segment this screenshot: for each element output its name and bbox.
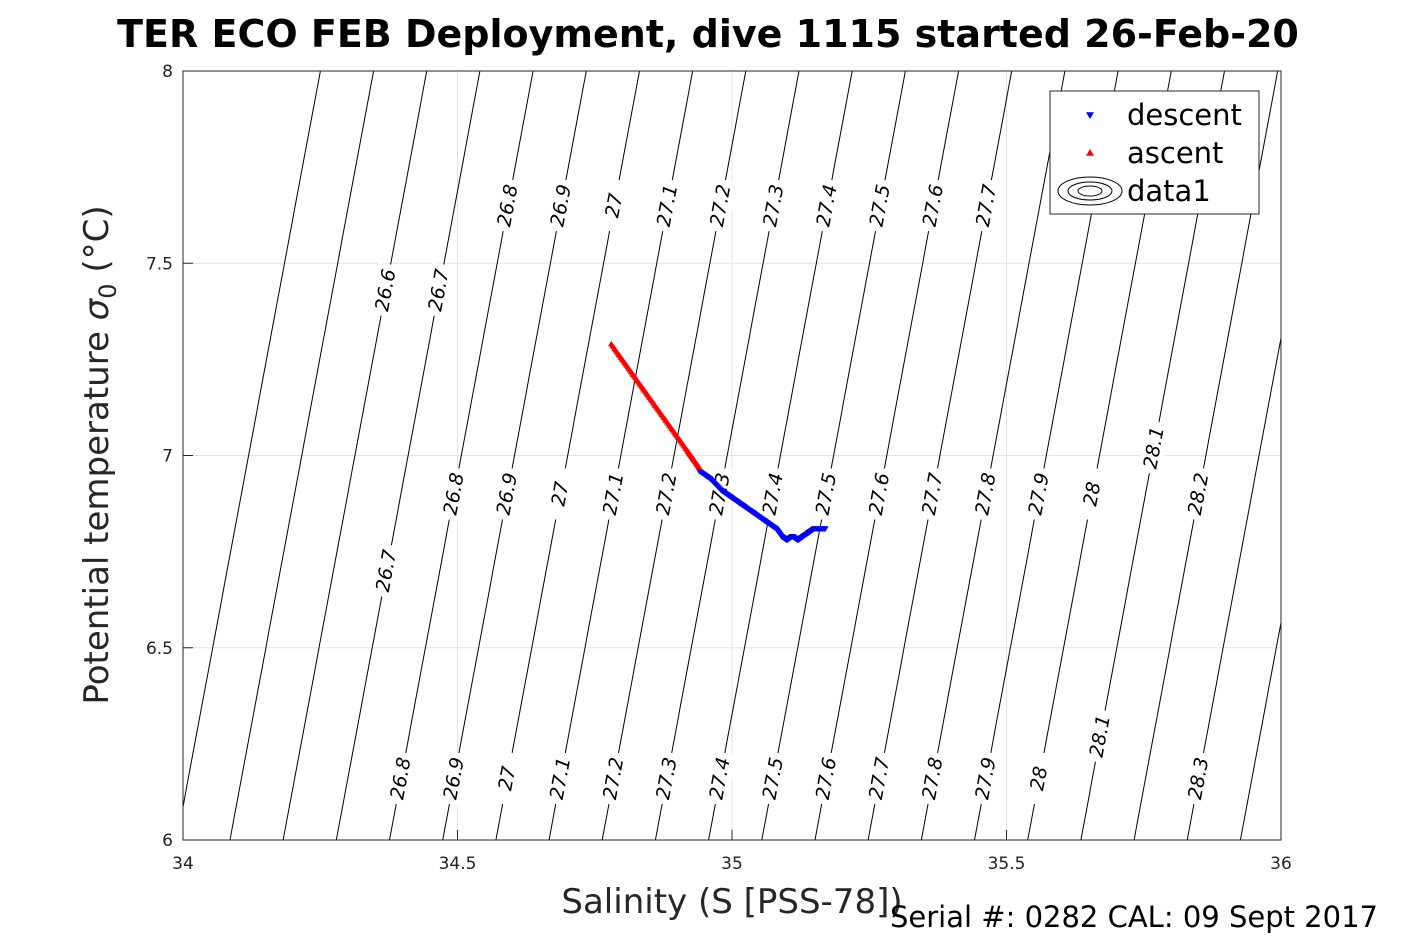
contour-label-gap [543, 466, 578, 522]
contour-label-gap [384, 750, 418, 807]
legend-label-ascent: ascent [1127, 136, 1223, 170]
contour-label-gap [916, 750, 950, 807]
isopycnal-line [920, 71, 1066, 840]
contour-label-gap [370, 543, 404, 599]
series-ascent [608, 340, 703, 470]
contour-label-gap [437, 466, 471, 522]
legend: descent ascent data1 [1049, 90, 1260, 215]
isopycnal-line [1186, 335, 1281, 840]
y-axis-label: Potential temperature σ0 (°C) [77, 205, 122, 704]
contour-label: 27 [547, 480, 573, 508]
isopycnal-line [183, 71, 321, 810]
data-point [695, 463, 703, 470]
isopycnal-line [229, 71, 375, 840]
y-axis-label-sigma: σ [77, 297, 117, 320]
contour-label-gap [1182, 750, 1216, 807]
legend-contour-ring [1057, 176, 1123, 206]
contour-label-gap [1022, 750, 1056, 807]
isopycnal-line [335, 71, 481, 840]
contour-label: 28 [1026, 765, 1052, 793]
x-axis-label: Salinity (S [PSS-78]) [561, 882, 902, 922]
x-axis-ticks: 34 34.5 35 35.5 36 [172, 830, 1292, 874]
data-point [822, 526, 829, 532]
x-tick-label: 34.5 [439, 854, 477, 874]
contour-label-gap [491, 177, 525, 234]
legend-label-descent: descent [1127, 98, 1242, 132]
y-axis-label-main: Potential temperature [77, 320, 117, 704]
contour-label-gap [970, 177, 1004, 234]
grid-lines [183, 71, 1281, 840]
contour-label-gap [757, 177, 791, 234]
series-descent [695, 468, 829, 544]
x-tick-label: 35.5 [988, 854, 1026, 874]
contour-label-gap [756, 466, 790, 522]
contour-label-gap [809, 750, 844, 807]
contour-label-gap [1137, 420, 1171, 476]
contour-label-gap [704, 177, 738, 234]
contour-label-gap [422, 262, 456, 318]
y-tick-label: 8 [162, 62, 173, 82]
contour-label-gap [650, 466, 684, 522]
y-tick-label: 7 [162, 447, 173, 467]
legend-contour-ring [1067, 181, 1113, 201]
legend-marker-descent [1086, 112, 1094, 119]
contour-labels: 26.8 26.9 27 27.1 27.2 27.3 27.4 27.5 27.6 27.726… [369, 177, 1216, 807]
contour-label-gap [369, 262, 403, 318]
contour-label: 28 [1079, 480, 1105, 508]
legend-marker-ascent [1086, 149, 1094, 156]
contour-label-gap [543, 750, 578, 807]
legend-box [1049, 90, 1260, 215]
contour-label-gap [1022, 466, 1056, 522]
x-tick-label: 35 [721, 854, 743, 874]
contour-label-gap [1075, 466, 1109, 522]
contour-label-gap [916, 177, 950, 234]
legend-label-data1: data1 [1127, 174, 1211, 208]
chart-title: TER ECO FEB Deployment, dive 1115 starte… [117, 12, 1299, 56]
isopycnal-line [1239, 619, 1281, 840]
y-axis-label-subscript: 0 [94, 283, 122, 298]
contour-label-gap [597, 466, 631, 522]
contour-label-gap [756, 750, 790, 807]
y-tick-label: 6.5 [146, 639, 173, 659]
contour-label-gap [490, 750, 524, 807]
y-axis-label-unit: (°C) [77, 205, 117, 283]
x-tick-label: 34 [172, 854, 194, 874]
y-tick-label: 7.5 [146, 254, 173, 274]
contour-label-gap [597, 177, 631, 234]
contour-label-gap [969, 750, 1003, 807]
contour-label-gap [490, 466, 524, 522]
contour-label-gap [650, 750, 684, 807]
contour-label-gap [544, 177, 578, 234]
contour-label-gap [863, 177, 897, 234]
legend-contour-ring [1077, 185, 1103, 197]
contour-label: 27 [601, 192, 627, 220]
contour-label-gap [437, 750, 471, 807]
contour-label-gap [1182, 466, 1216, 522]
y-tick-label: 6 [162, 831, 173, 851]
x-tick-label: 36 [1270, 854, 1292, 874]
contour-label-gap [863, 750, 897, 807]
contour-label-gap [1083, 708, 1117, 764]
contour-label-gap [810, 177, 844, 234]
contour-label-gap [650, 177, 685, 234]
series-layer [608, 340, 829, 544]
contour-label: 27 [494, 765, 520, 793]
contour-label-gap [597, 750, 631, 807]
y-axis-ticks: 6 6.5 7 7.5 8 [146, 62, 193, 851]
contour-label-gap [916, 466, 950, 522]
contour-label-gap [863, 466, 897, 522]
contour-label-gap [969, 466, 1003, 522]
contour-label-gap [703, 750, 737, 807]
contour-label-gap [809, 466, 843, 522]
isopycnal-line [282, 71, 428, 840]
footer-serial-cal: Serial #: 0282 CAL: 09 Sept 2017 [890, 900, 1378, 934]
legend-contour-icon [1057, 176, 1123, 206]
